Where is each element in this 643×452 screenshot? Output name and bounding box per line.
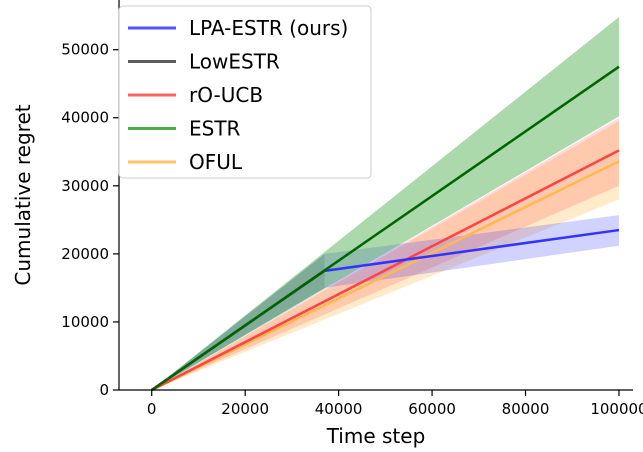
legend-label-oful: OFUL xyxy=(189,150,243,174)
y-tick-label: 50000 xyxy=(61,41,109,59)
y-tick-label: 0 xyxy=(99,381,109,399)
ro-ucb-line xyxy=(151,149,620,392)
legend-label-lowestr: LowESTR xyxy=(189,50,280,74)
x-tick-label: 20000 xyxy=(221,400,269,418)
legend: LPA-ESTR (ours) LowESTR rO-UCB ESTR OFUL xyxy=(118,5,372,179)
legend-label-ro-ucb: rO-UCB xyxy=(189,83,263,107)
x-tick-label: 60000 xyxy=(408,400,456,418)
ticks: 0 20000 40000 60000 80000 100000 0 10000 20000 30… xyxy=(61,41,643,418)
y-tick-label: 30000 xyxy=(61,177,109,195)
confidence-bands xyxy=(151,17,619,391)
estr-band xyxy=(151,17,619,390)
legend-label-estr: ESTR xyxy=(189,117,241,141)
y-tick-label: 20000 xyxy=(61,245,109,263)
oful-band xyxy=(151,121,619,391)
lpa-estr-ours-line xyxy=(324,228,620,273)
lowestr-band xyxy=(151,253,325,390)
x-tick-label: 100000 xyxy=(590,400,643,418)
x-tick-label: 0 xyxy=(147,400,157,418)
estr-line xyxy=(150,65,620,392)
x-axis-label: Time step xyxy=(326,424,426,448)
legend-box xyxy=(118,5,372,179)
legend-label-lpa-estr-ours: LPA-ESTR (ours) xyxy=(189,16,348,40)
y-tick-label: 10000 xyxy=(61,313,109,331)
y-tick-label: 40000 xyxy=(61,109,109,127)
x-tick-label: 80000 xyxy=(502,400,550,418)
ro-ucb-band xyxy=(151,117,619,390)
lpa-estr-ours-band xyxy=(151,253,325,390)
oful-line xyxy=(151,160,620,392)
x-tick-label: 40000 xyxy=(315,400,363,418)
series-lines xyxy=(150,65,620,392)
y-axis-label: Cumulative regret xyxy=(11,104,35,285)
